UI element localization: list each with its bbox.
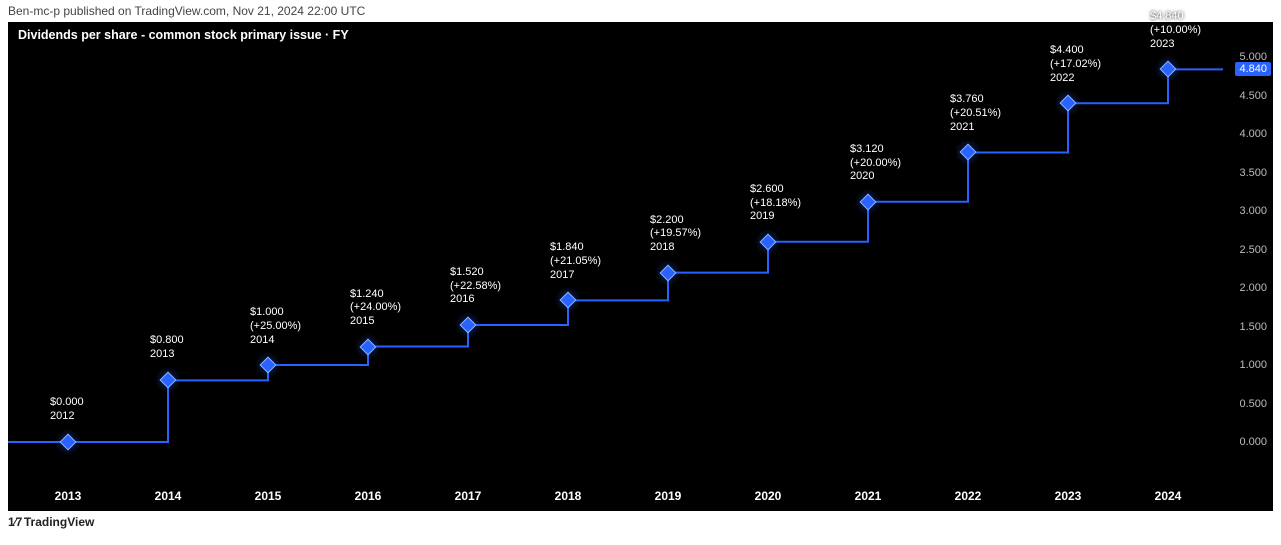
data-point-label: $3.120(+20.00%)2020 [850, 143, 901, 184]
chart-area[interactable]: Dividends per share - common stock prima… [8, 22, 1273, 511]
y-axis: 0.000 0.500 1.000 1.500 2.000 2.500 3.000 3.500… [1223, 22, 1273, 477]
tradingview-logo-icon: 1⁄7 [8, 515, 22, 529]
data-point-label: $4.400(+17.02%)2022 [1050, 44, 1101, 85]
x-tick-label: 2023 [1055, 489, 1082, 503]
y-tick-label: 0.000 [1239, 436, 1267, 448]
y-tick-label: 1.000 [1239, 359, 1267, 371]
x-tick-label: 2018 [555, 489, 582, 503]
publish-byline: Ben-mc-p published on TradingView.com, N… [0, 0, 1281, 22]
x-tick-label: 2014 [155, 489, 182, 503]
data-point-label: $1.520(+22.58%)2016 [450, 266, 501, 307]
data-point-label: $1.240(+24.00%)2015 [350, 288, 401, 329]
y-tick-label: 2.000 [1239, 282, 1267, 294]
y-tick-label: 0.500 [1239, 398, 1267, 410]
y-tick-label: 4.000 [1239, 128, 1267, 140]
x-tick-label: 2015 [255, 489, 282, 503]
y-tick-label: 4.500 [1239, 90, 1267, 102]
data-point-label: $1.840(+21.05%)2017 [550, 241, 601, 282]
x-tick-label: 2020 [755, 489, 782, 503]
x-tick-label: 2016 [355, 489, 382, 503]
data-point-label: $3.760(+20.51%)2021 [950, 93, 1001, 134]
chart-plot[interactable]: $0.0002012 $0.8002013 $1.000(+25.00%)2014 $… [8, 22, 1223, 477]
y-tick-label: 1.500 [1239, 321, 1267, 333]
x-axis: 2013 2014 2015 2016 2017 2018 2019 2020 2021 2022… [8, 477, 1223, 511]
page-container: Ben-mc-p published on TradingView.com, N… [0, 0, 1281, 545]
data-point-label: $2.200(+19.57%)2018 [650, 214, 701, 255]
x-tick-label: 2019 [655, 489, 682, 503]
y-tick-label: 3.000 [1239, 205, 1267, 217]
data-point-label: $1.000(+25.00%)2014 [250, 306, 301, 347]
data-point-label: $0.8002013 [150, 334, 184, 362]
data-point-label: $2.600(+18.18%)2019 [750, 183, 801, 224]
chart-title: Dividends per share - common stock prima… [18, 28, 349, 42]
x-tick-label: 2017 [455, 489, 482, 503]
last-value-tag: 4.840 [1235, 62, 1271, 76]
x-tick-label: 2024 [1155, 489, 1182, 503]
data-point-label: $4.840(+10.00%)2023 [1150, 10, 1201, 51]
brand-text: TradingView [24, 515, 94, 529]
y-tick-label: 5.000 [1239, 51, 1267, 63]
data-point-label: $0.0002012 [50, 396, 84, 424]
x-tick-label: 2021 [855, 489, 882, 503]
step-line-path [8, 22, 1223, 477]
y-tick-label: 2.500 [1239, 244, 1267, 256]
x-tick-label: 2022 [955, 489, 982, 503]
brand-footer: 1⁄7TradingView [0, 511, 1281, 533]
x-tick-label: 2013 [55, 489, 82, 503]
y-tick-label: 3.500 [1239, 167, 1267, 179]
